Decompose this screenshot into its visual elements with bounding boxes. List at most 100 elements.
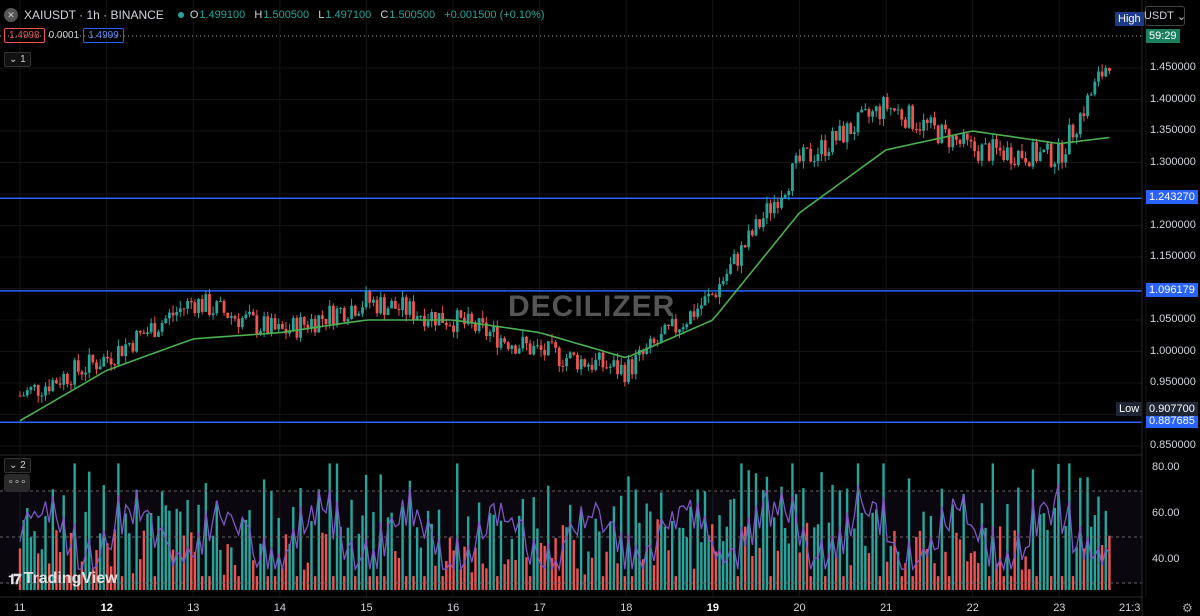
candle-body [401,297,404,310]
candle-body [240,318,244,328]
volume-bar [875,509,878,590]
candle-body [1104,67,1108,77]
time-axis-label: 17 [533,602,546,614]
candle-body [175,311,179,316]
price-line-label: 1.096179 [1146,282,1198,297]
candle-body [772,201,776,214]
volume-bar [849,565,852,590]
pane-1-collapse-button[interactable]: ⌄ 1 [4,52,31,67]
volume-bar [619,495,623,590]
candle-body [306,324,310,329]
more-options-button[interactable]: ∘∘∘ [4,474,30,492]
candle-body [1053,163,1057,167]
volume-bar [845,488,849,590]
candle-body [200,299,204,312]
candle-body [208,294,211,315]
volume-bar [933,563,936,590]
candle-body [36,384,40,396]
candle-body [408,301,412,315]
candle-body [758,219,762,228]
volume-bar [696,489,699,590]
volume-bar [762,489,765,590]
candle-body [729,264,732,274]
candle-body [597,352,601,360]
volume-bar [958,539,962,590]
volume-bar [459,568,463,590]
candle-body [189,300,193,303]
candle-body [539,345,543,350]
candle-body [681,327,685,330]
candle-body [1016,150,1020,165]
candle-body [40,395,44,397]
volume-bar [674,576,678,590]
volume-bar [124,513,127,590]
candle-body [138,330,142,333]
volume-bar [179,511,182,590]
volume-bar [667,550,670,590]
candle-body [470,313,474,323]
volume-bar [918,530,922,590]
candle-body [404,297,408,315]
volume-bar [973,551,976,590]
currency-selector[interactable]: USDT ⌄ [1144,6,1186,26]
candle-body [1060,143,1064,163]
sell-button[interactable]: 1.4998 [4,28,45,43]
candle-body [933,117,936,126]
volume-bar [568,504,572,590]
candle-body [641,349,645,355]
candle-body [557,347,561,366]
candle-body [871,111,874,117]
volume-bar [95,550,98,590]
candle-body [1046,143,1049,150]
volume-bar [616,563,619,590]
pane-2-collapse-button[interactable]: ⌄ 2 [4,458,31,473]
volume-bar [313,576,317,590]
candle-body [506,342,510,349]
candle-body [922,119,926,131]
candle-body [310,318,313,329]
candle-body [262,316,266,332]
volume-bar [929,515,933,590]
time-axis-label: 12 [100,602,113,614]
candle-body [164,318,168,323]
volume-bar [707,535,710,590]
candle-body [215,301,219,314]
volume-bar [780,486,783,590]
volume-bar [885,561,889,590]
volume-bar [579,509,583,590]
buy-button[interactable]: 1.4999 [83,28,124,43]
settings-gear-icon[interactable]: ⚙ [1182,601,1193,615]
volume-bar [233,564,237,590]
volume-bar [718,515,721,590]
candle-body [364,291,368,308]
volume-bar [663,526,667,590]
volume-bar [856,463,860,590]
candle-body [652,338,656,344]
candle-body [120,346,124,357]
candle-body [1024,158,1028,163]
volume-bar [456,463,459,590]
tradingview-logo: 𝟏𝟕 TradingView [8,570,118,587]
candle-body [525,336,528,344]
candle-body [561,365,565,367]
candle-body [331,305,335,326]
volume-bar [248,510,251,590]
volume-bar [466,516,470,590]
candle-body [295,317,299,338]
volume-bar [266,576,269,590]
volume-bar [641,559,645,590]
volume-bar [302,569,306,590]
volume-bar [47,563,51,590]
candle-body [769,203,772,214]
symbol-title[interactable]: XAIUSDT · 1h · BINANCE [24,8,164,22]
candle-body [907,105,911,128]
volume-bar [412,576,415,590]
volume-bar [743,526,747,590]
volume-bar [995,563,998,590]
candle-body [317,315,321,333]
moving-average-line [19,130,1110,422]
volume-bar [211,535,215,590]
candle-body [73,360,77,385]
volume-bar [375,576,379,590]
